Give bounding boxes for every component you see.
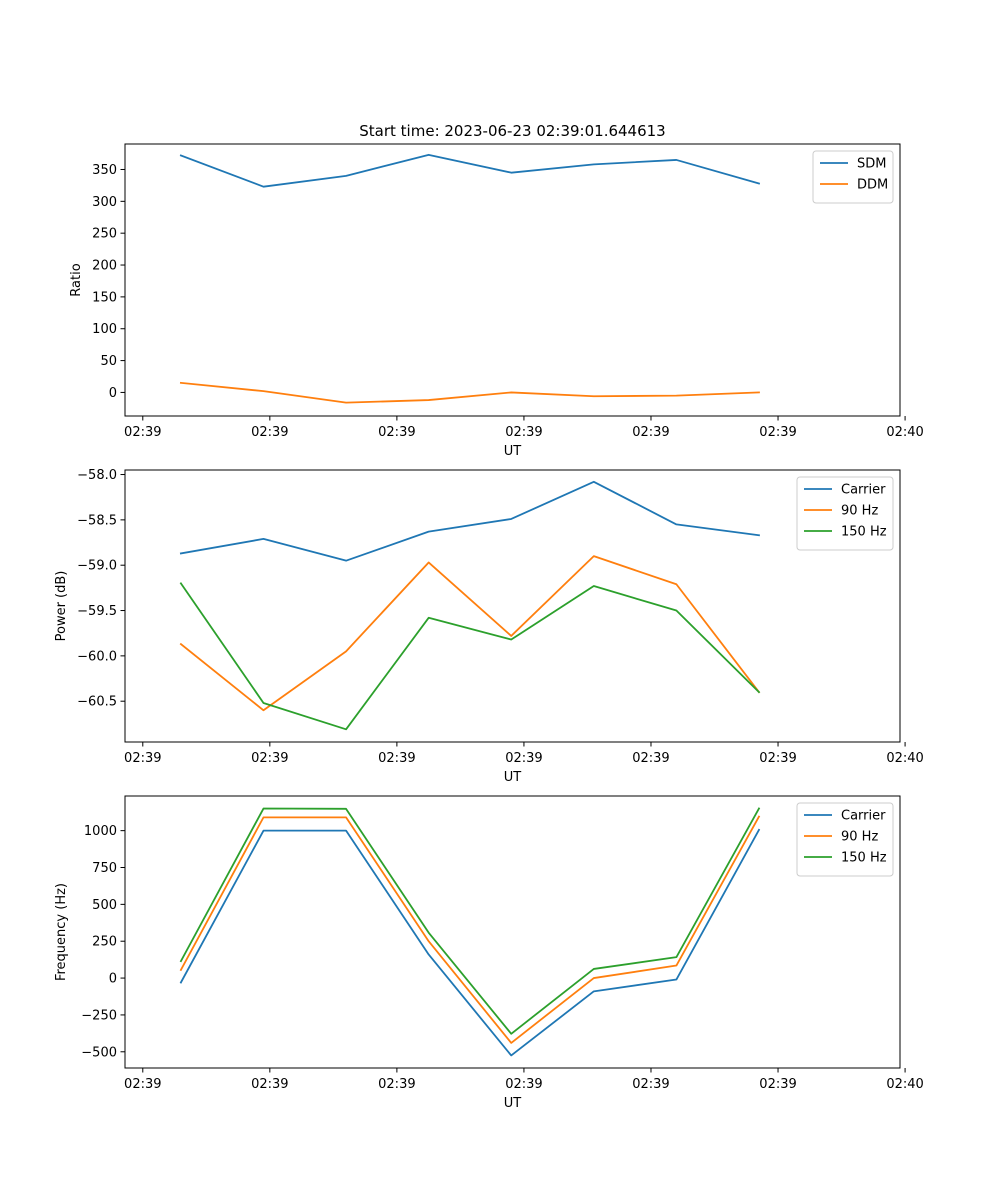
x-tick-label: 02:39 xyxy=(251,1077,288,1092)
y-tick-label: 100 xyxy=(92,322,117,337)
legend-box xyxy=(812,150,894,204)
y-tick-label: 250 xyxy=(92,935,117,950)
legend: Carrier 90 Hz 150 Hz xyxy=(796,476,894,551)
y-tick-label: 300 xyxy=(92,195,117,210)
y-tick-label: 150 xyxy=(92,290,117,305)
series-line-90-hz xyxy=(179,555,761,712)
legend: SDM DDM xyxy=(812,150,894,204)
x-tick-label: 02:39 xyxy=(505,751,542,766)
x-tick-label: 02:39 xyxy=(251,425,288,440)
x-tick-label: 02:40 xyxy=(886,1077,923,1092)
x-tick-label: 02:39 xyxy=(505,1077,542,1092)
x-tick-label: 02:40 xyxy=(886,751,923,766)
legend-label-sdm: SDM xyxy=(857,157,886,172)
x-tick-label: 02:39 xyxy=(378,425,415,440)
x-tick-label: 02:39 xyxy=(124,425,161,440)
y-tick-label: −58.5 xyxy=(77,513,117,528)
legend-label-150-hz: 150 Hz xyxy=(841,851,887,866)
x-tick-label: 02:40 xyxy=(886,425,923,440)
series-line-carrier xyxy=(179,480,760,562)
chart-title: Start time: 2023-06-23 02:39:01.644613 xyxy=(359,122,665,140)
legend-label-90-hz: 90 Hz xyxy=(841,504,878,519)
plot-frame xyxy=(124,795,901,1069)
plot-frame xyxy=(124,143,901,417)
y-tick-label: 350 xyxy=(92,163,117,178)
plot-frame xyxy=(124,469,901,743)
legend-label-carrier: Carrier xyxy=(841,483,886,498)
y-axis-label: Frequency (Hz) xyxy=(54,883,69,981)
x-axis-label: UT xyxy=(504,770,522,785)
x-tick-label: 02:39 xyxy=(378,1077,415,1092)
x-tick-label: 02:39 xyxy=(124,751,161,766)
ratio-panel: 02:39 02:39 02:39 02:39 02:39 02:39 02:40 0 50 10… xyxy=(69,143,924,459)
series-line-carrier xyxy=(179,828,761,1057)
x-tick-label: 02:39 xyxy=(632,1077,669,1092)
y-tick-label: 500 xyxy=(92,898,117,913)
x-tick-label: 02:39 xyxy=(124,1077,161,1092)
y-axis-label: Ratio xyxy=(69,263,84,296)
y-tick-label: −59.5 xyxy=(77,604,117,619)
legend-label-90-hz: 90 Hz xyxy=(841,830,878,845)
frequency-panel: 02:39 02:39 02:39 02:39 02:39 02:39 02:40 −500 −… xyxy=(54,795,924,1111)
x-tick-label: 02:39 xyxy=(505,425,542,440)
x-tick-label: 02:39 xyxy=(632,425,669,440)
y-tick-label: 0 xyxy=(109,972,117,987)
series-line-ddm xyxy=(179,381,760,404)
y-tick-label: 1000 xyxy=(84,824,117,839)
legend: Carrier 90 Hz 150 Hz xyxy=(796,802,894,877)
power-panel: 02:39 02:39 02:39 02:39 02:39 02:39 02:40 −60.5… xyxy=(54,468,924,785)
x-axis-label: UT xyxy=(504,1096,522,1111)
x-tick-label: 02:39 xyxy=(759,751,796,766)
series-line-90-hz xyxy=(179,815,761,1044)
x-tick-label: 02:39 xyxy=(251,751,288,766)
y-tick-label: −59.0 xyxy=(77,559,117,574)
x-tick-label: 02:39 xyxy=(378,751,415,766)
y-tick-label: −60.0 xyxy=(77,649,117,664)
series-line-sdm xyxy=(179,153,761,188)
x-tick-label: 02:39 xyxy=(759,1077,796,1092)
y-tick-label: −250 xyxy=(81,1008,117,1023)
x-tick-label: 02:39 xyxy=(759,425,796,440)
x-tick-label: 02:39 xyxy=(632,751,669,766)
y-tick-label: −58.0 xyxy=(77,468,117,483)
y-tick-label: 750 xyxy=(92,861,117,876)
y-tick-label: −500 xyxy=(81,1045,117,1060)
y-tick-label: 250 xyxy=(92,227,117,242)
y-tick-label: 200 xyxy=(92,259,117,274)
y-tick-label: −60.5 xyxy=(77,695,117,710)
series-line-150-hz xyxy=(179,582,761,731)
legend-label-carrier: Carrier xyxy=(841,809,886,824)
legend-label-150-hz: 150 Hz xyxy=(841,525,887,540)
series-line-150-hz xyxy=(179,807,761,1035)
y-tick-label: 50 xyxy=(100,354,117,369)
y-axis-label: Power (dB) xyxy=(54,571,69,642)
legend-label-ddm: DDM xyxy=(857,178,888,193)
y-tick-label: 0 xyxy=(109,386,117,401)
x-axis-label: UT xyxy=(504,444,522,459)
